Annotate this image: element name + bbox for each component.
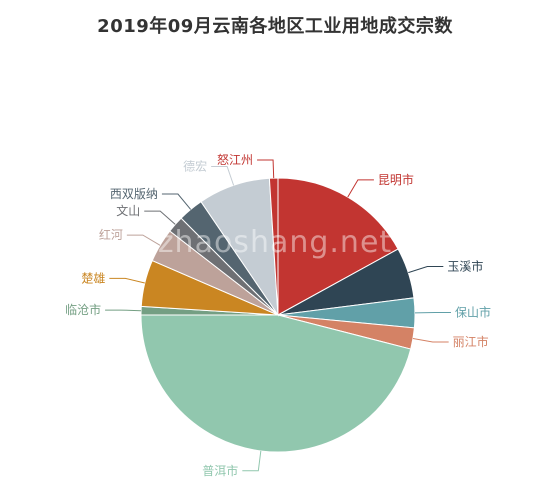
pie-slices — [140, 177, 416, 453]
slice-label: 丽江市 — [453, 334, 489, 349]
leader-line — [412, 338, 449, 343]
slice-label: 昆明市 — [378, 172, 414, 187]
chart-title: 2019年09月云南各地区工业用地成交宗数 — [97, 16, 453, 37]
leader-line — [126, 234, 161, 246]
slice-label: 楚雄 — [81, 270, 105, 285]
pie-slice — [277, 177, 399, 316]
label-leader-lines — [105, 159, 451, 472]
slice-label: 玉溪市 — [447, 258, 483, 273]
slice-label: 临沧市 — [65, 302, 101, 317]
leader-line — [109, 277, 145, 284]
leader-line — [161, 193, 192, 210]
leader-line — [211, 165, 235, 186]
slice-label: 文山 — [116, 203, 140, 218]
slice-label: 西双版纳 — [110, 187, 158, 201]
leader-line — [408, 265, 444, 274]
leader-line — [347, 179, 374, 198]
leader-line — [144, 210, 176, 225]
leader-line — [257, 159, 275, 179]
leader-line — [242, 450, 262, 472]
watermark-text: zhaoshang.net — [158, 225, 392, 260]
slice-label: 怒江州 — [217, 152, 253, 167]
slice-label: 保山市 — [455, 305, 491, 320]
slice-label: 普洱市 — [202, 463, 238, 478]
slice-label: 德宏 — [183, 158, 207, 173]
slice-label: 红河 — [99, 227, 123, 242]
pie-slice — [140, 314, 412, 453]
leader-line — [105, 309, 142, 312]
